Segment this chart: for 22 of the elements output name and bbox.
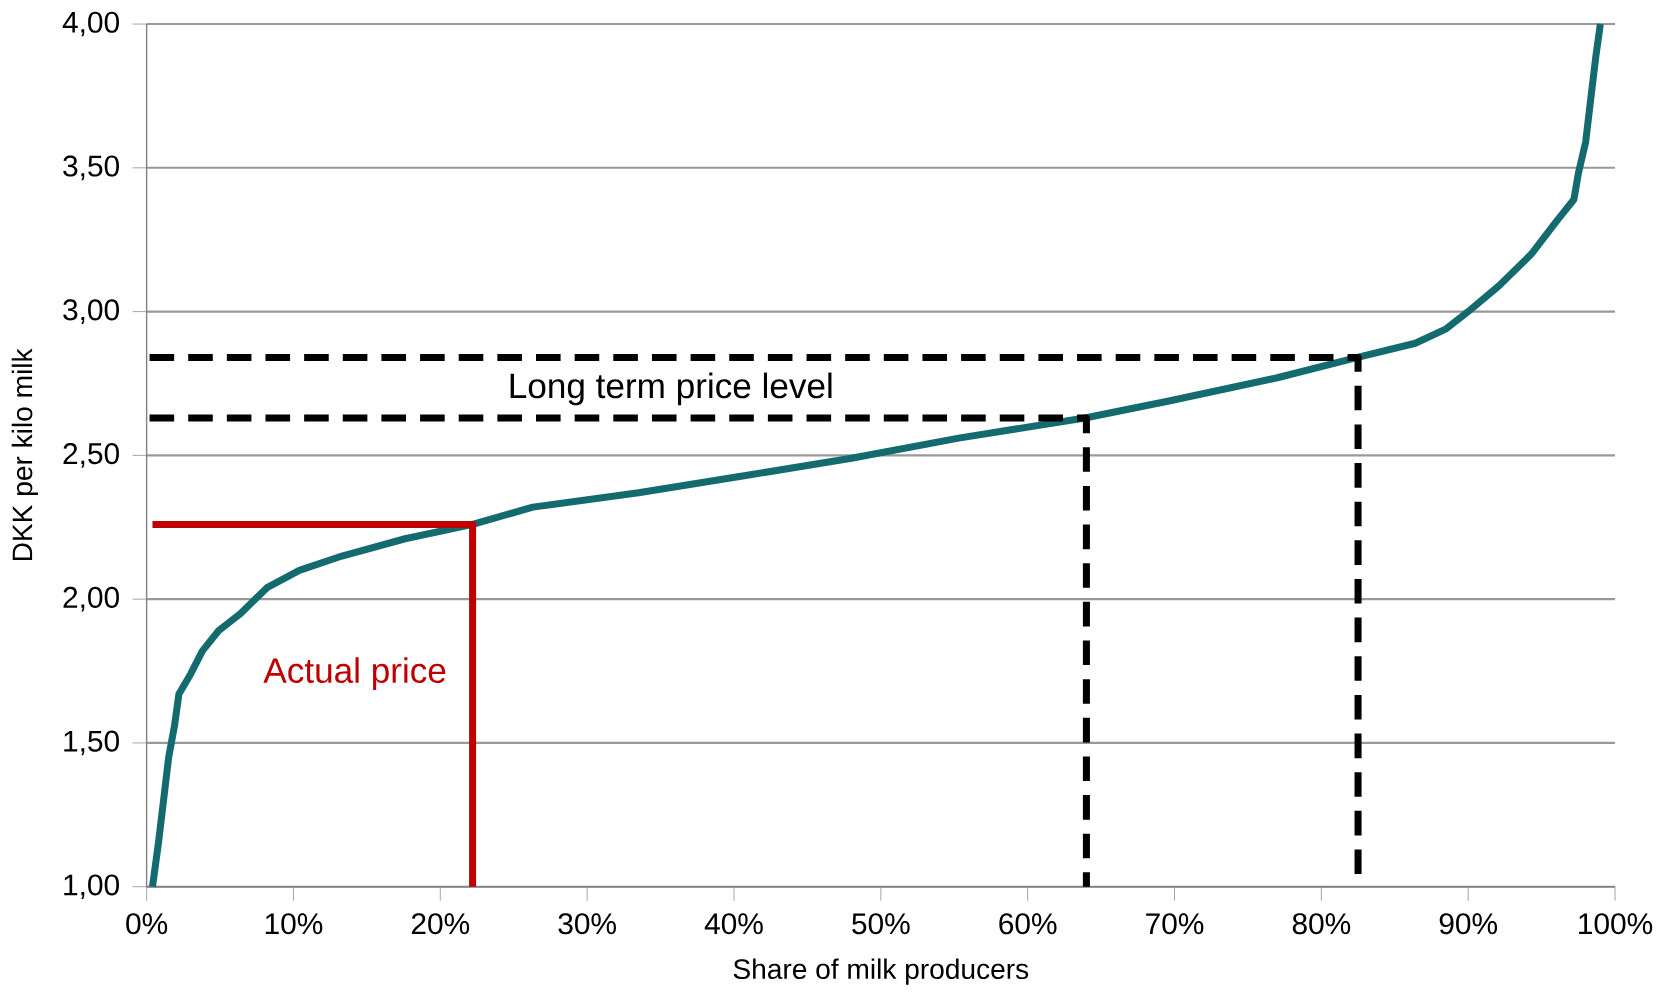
y-tick-label: 4,00 xyxy=(62,11,119,37)
x-tick-label: 30% xyxy=(558,913,616,935)
x-tick-label: 90% xyxy=(1439,913,1498,935)
x-tick-label: 10% xyxy=(265,913,323,935)
x-tick-label: 70% xyxy=(1146,913,1204,935)
x-tick-label: 40% xyxy=(704,913,763,935)
x-tick-label: 0% xyxy=(126,913,168,935)
x-tick-label: 80% xyxy=(1292,913,1351,935)
annotation: Long term price level xyxy=(510,372,832,406)
y-tick-label: 3,50 xyxy=(63,155,119,180)
x-axis-title: Share of milk producers xyxy=(733,958,1029,985)
x-tick-label: 100% xyxy=(1579,913,1653,935)
y-tick-label: 1,00 xyxy=(64,874,119,899)
y-tick-label: 2,00 xyxy=(63,586,119,612)
y-tick-label: 3,00 xyxy=(63,299,119,324)
y-tick-label: 2,50 xyxy=(63,442,119,468)
x-tick-label: 50% xyxy=(852,913,910,935)
y-tick-label: 1,50 xyxy=(64,730,119,756)
annotation: Actual price xyxy=(263,657,446,690)
y-axis-title: DKK per kilo milk xyxy=(11,348,38,560)
x-tick-label: 60% xyxy=(999,913,1057,935)
x-tick-label: 20% xyxy=(411,913,470,935)
